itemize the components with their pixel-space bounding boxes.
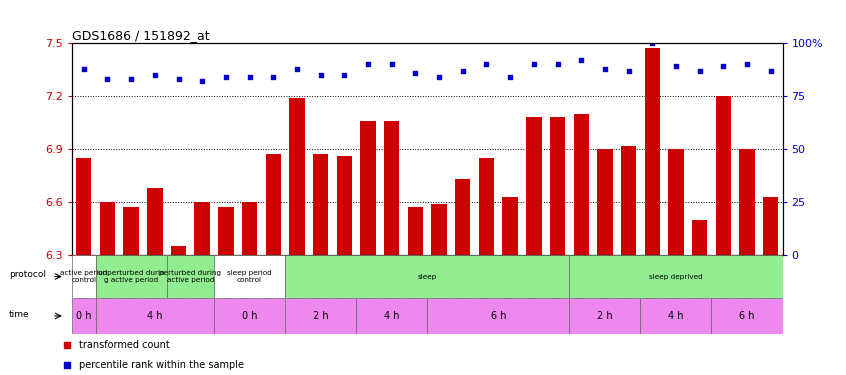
Bar — [76, 158, 91, 255]
Bar — [569, 298, 640, 334]
Text: sleep: sleep — [418, 274, 437, 280]
Bar — [716, 96, 731, 255]
Point — [432, 74, 446, 80]
Text: 0 h: 0 h — [76, 311, 91, 321]
Point — [480, 61, 493, 68]
Point — [290, 66, 304, 72]
Text: unperturbed durin
g active period: unperturbed durin g active period — [98, 270, 164, 284]
Bar — [668, 149, 684, 255]
Point — [693, 68, 706, 74]
Point — [60, 342, 74, 348]
Bar — [96, 255, 167, 298]
Point — [101, 76, 114, 82]
Bar — [313, 154, 328, 255]
Bar — [640, 298, 711, 334]
Text: 4 h: 4 h — [147, 311, 162, 321]
Text: 6 h: 6 h — [739, 311, 755, 321]
Bar — [479, 158, 494, 255]
Point — [645, 40, 659, 46]
Bar — [124, 207, 139, 255]
Bar — [285, 298, 356, 334]
Point — [409, 70, 422, 76]
Bar — [289, 98, 305, 255]
Bar — [147, 188, 162, 255]
Bar — [242, 202, 257, 255]
Text: time: time — [8, 310, 30, 319]
Point — [148, 72, 162, 78]
Text: perturbed during
active period: perturbed during active period — [159, 270, 222, 284]
Bar — [763, 197, 778, 255]
Bar — [574, 114, 589, 255]
Point — [385, 61, 398, 68]
Point — [314, 72, 327, 78]
Bar — [356, 298, 427, 334]
Bar — [597, 149, 613, 255]
Point — [740, 61, 754, 68]
Bar — [214, 255, 285, 298]
Point — [527, 61, 541, 68]
Point — [266, 74, 280, 80]
Bar — [455, 179, 470, 255]
Bar — [285, 255, 569, 298]
Text: active period
control: active period control — [60, 270, 107, 284]
Text: sleep deprived: sleep deprived — [649, 274, 703, 280]
Point — [219, 74, 233, 80]
Bar — [526, 117, 541, 255]
Point — [77, 66, 91, 72]
Point — [669, 63, 683, 69]
Point — [622, 68, 635, 74]
Point — [243, 74, 256, 80]
Bar — [214, 298, 285, 334]
Bar — [384, 121, 399, 255]
Bar — [72, 255, 96, 298]
Bar — [645, 48, 660, 255]
Text: 2 h: 2 h — [597, 311, 613, 321]
Point — [361, 61, 375, 68]
Bar — [569, 255, 783, 298]
Bar — [167, 255, 214, 298]
Text: 0 h: 0 h — [242, 311, 257, 321]
Point — [764, 68, 777, 74]
Bar — [711, 298, 783, 334]
Bar — [360, 121, 376, 255]
Point — [124, 76, 138, 82]
Bar — [621, 146, 636, 255]
Point — [503, 74, 517, 80]
Point — [598, 66, 612, 72]
Point — [574, 57, 588, 63]
Point — [456, 68, 470, 74]
Text: percentile rank within the sample: percentile rank within the sample — [79, 360, 244, 370]
Bar — [100, 202, 115, 255]
Bar — [72, 298, 96, 334]
Point — [172, 76, 185, 82]
Point — [60, 362, 74, 368]
Text: GDS1686 / 151892_at: GDS1686 / 151892_at — [72, 29, 210, 42]
Bar — [550, 117, 565, 255]
Bar — [266, 154, 281, 255]
Bar — [96, 298, 214, 334]
Point — [717, 63, 730, 69]
Text: 2 h: 2 h — [313, 311, 328, 321]
Bar — [427, 298, 569, 334]
Point — [338, 72, 351, 78]
Text: sleep period
control: sleep period control — [228, 270, 272, 284]
Text: 6 h: 6 h — [491, 311, 506, 321]
Text: 4 h: 4 h — [668, 311, 684, 321]
Point — [551, 61, 564, 68]
Bar — [503, 197, 518, 255]
Bar — [431, 204, 447, 255]
Bar — [195, 202, 210, 255]
Bar — [218, 207, 233, 255]
Bar — [408, 207, 423, 255]
Bar — [692, 220, 707, 255]
Bar — [337, 156, 352, 255]
Text: 4 h: 4 h — [384, 311, 399, 321]
Point — [195, 78, 209, 84]
Text: transformed count: transformed count — [79, 340, 170, 350]
Bar — [739, 149, 755, 255]
Bar — [171, 246, 186, 255]
Text: protocol: protocol — [8, 270, 46, 279]
